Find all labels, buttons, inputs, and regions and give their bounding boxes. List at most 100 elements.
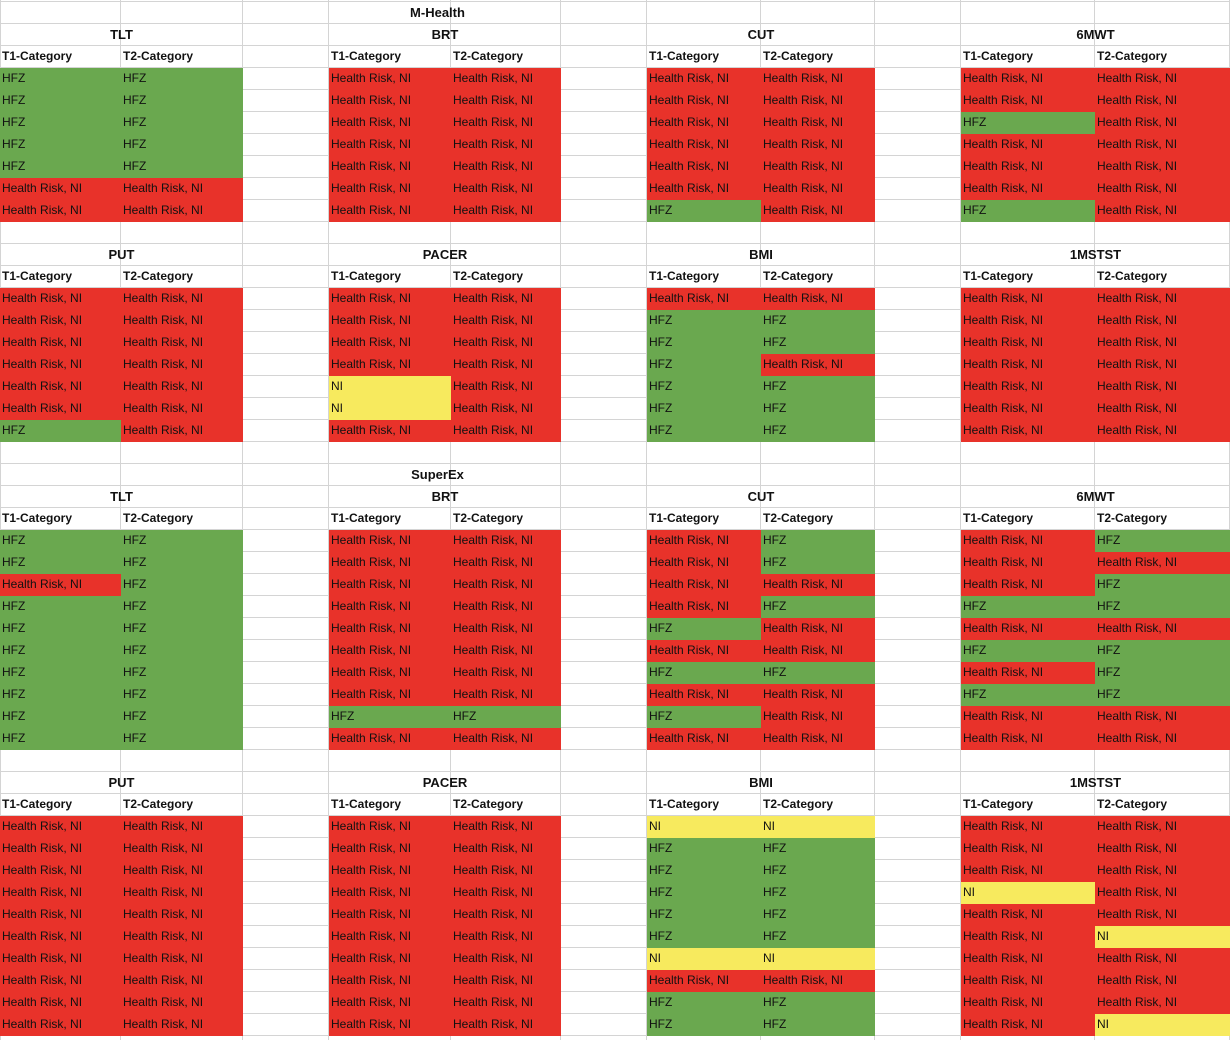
t1-category-cell[interactable]: HFZ — [647, 310, 761, 332]
t2-category-cell[interactable]: Health Risk, NI — [451, 112, 561, 134]
t1-category-cell[interactable]: Health Risk, NI — [961, 728, 1095, 750]
t1-category-cell[interactable]: Health Risk, NI — [0, 376, 121, 398]
t2-category-cell[interactable]: Health Risk, NI — [451, 332, 561, 354]
t1-category-header[interactable]: T1-Category — [329, 46, 451, 68]
t2-category-cell[interactable]: Health Risk, NI — [451, 420, 561, 442]
t1-category-cell[interactable]: Health Risk, NI — [329, 310, 451, 332]
t1-category-cell[interactable]: NI — [961, 882, 1095, 904]
t1-category-cell[interactable]: Health Risk, NI — [0, 574, 121, 596]
t2-category-cell[interactable]: Health Risk, NI — [121, 970, 243, 992]
t2-category-cell[interactable]: Health Risk, NI — [451, 310, 561, 332]
t2-category-cell[interactable]: Health Risk, NI — [1095, 68, 1230, 90]
t1-category-header[interactable]: T1-Category — [0, 794, 121, 816]
t1-category-cell[interactable]: Health Risk, NI — [961, 310, 1095, 332]
t2-category-cell[interactable]: HFZ — [761, 398, 875, 420]
t2-category-header[interactable]: T2-Category — [761, 794, 875, 816]
t1-category-cell[interactable]: Health Risk, NI — [329, 134, 451, 156]
t1-category-cell[interactable]: Health Risk, NI — [961, 90, 1095, 112]
t1-category-cell[interactable]: Health Risk, NI — [961, 376, 1095, 398]
t2-category-cell[interactable]: Health Risk, NI — [451, 552, 561, 574]
t1-category-cell[interactable]: Health Risk, NI — [0, 948, 121, 970]
t1-category-header[interactable]: T1-Category — [647, 508, 761, 530]
t2-category-cell[interactable]: HFZ — [121, 618, 243, 640]
t1-category-cell[interactable]: Health Risk, NI — [329, 860, 451, 882]
t1-category-cell[interactable]: Health Risk, NI — [329, 1014, 451, 1036]
t1-category-cell[interactable]: HFZ — [0, 156, 121, 178]
t2-category-cell[interactable]: Health Risk, NI — [1095, 112, 1230, 134]
t1-category-cell[interactable]: Health Risk, NI — [329, 728, 451, 750]
t1-category-cell[interactable]: HFZ — [961, 684, 1095, 706]
t1-category-cell[interactable]: HFZ — [0, 112, 121, 134]
t2-category-cell[interactable]: Health Risk, NI — [761, 200, 875, 222]
t1-category-cell[interactable]: HFZ — [647, 376, 761, 398]
t2-category-cell[interactable]: Health Risk, NI — [761, 574, 875, 596]
t2-category-cell[interactable]: NI — [1095, 1014, 1230, 1036]
t1-category-cell[interactable]: Health Risk, NI — [961, 134, 1095, 156]
t1-category-cell[interactable]: HFZ — [329, 706, 451, 728]
t2-category-header[interactable]: T2-Category — [1095, 794, 1230, 816]
t1-category-cell[interactable]: HFZ — [647, 706, 761, 728]
t2-category-cell[interactable]: Health Risk, NI — [761, 970, 875, 992]
t2-category-cell[interactable]: Health Risk, NI — [121, 288, 243, 310]
t1-category-cell[interactable]: Health Risk, NI — [961, 178, 1095, 200]
t1-category-cell[interactable]: Health Risk, NI — [647, 684, 761, 706]
t1-category-cell[interactable]: Health Risk, NI — [647, 90, 761, 112]
t2-category-cell[interactable]: Health Risk, NI — [451, 376, 561, 398]
t1-category-cell[interactable]: Health Risk, NI — [961, 816, 1095, 838]
t1-category-cell[interactable]: Health Risk, NI — [329, 992, 451, 1014]
t2-category-cell[interactable]: Health Risk, NI — [121, 838, 243, 860]
t1-category-cell[interactable]: HFZ — [961, 112, 1095, 134]
t1-category-cell[interactable]: Health Risk, NI — [0, 398, 121, 420]
t1-category-cell[interactable]: HFZ — [0, 618, 121, 640]
t1-category-cell[interactable]: Health Risk, NI — [0, 992, 121, 1014]
t1-category-cell[interactable]: Health Risk, NI — [961, 662, 1095, 684]
t2-category-cell[interactable]: Health Risk, NI — [451, 134, 561, 156]
t1-category-cell[interactable]: HFZ — [0, 90, 121, 112]
t1-category-cell[interactable]: Health Risk, NI — [961, 948, 1095, 970]
t2-category-header[interactable]: T2-Category — [761, 266, 875, 288]
t2-category-cell[interactable]: Health Risk, NI — [1095, 728, 1230, 750]
t1-category-cell[interactable]: Health Risk, NI — [329, 354, 451, 376]
t2-category-cell[interactable]: Health Risk, NI — [1095, 552, 1230, 574]
t2-category-cell[interactable]: Health Risk, NI — [451, 90, 561, 112]
t1-category-cell[interactable]: HFZ — [647, 860, 761, 882]
t2-category-cell[interactable]: HFZ — [761, 530, 875, 552]
t1-category-cell[interactable]: Health Risk, NI — [647, 156, 761, 178]
t1-category-cell[interactable]: Health Risk, NI — [329, 882, 451, 904]
t2-category-cell[interactable]: Health Risk, NI — [1095, 838, 1230, 860]
t1-category-cell[interactable]: NI — [647, 816, 761, 838]
t2-category-cell[interactable]: Health Risk, NI — [1095, 970, 1230, 992]
t1-category-cell[interactable]: HFZ — [647, 882, 761, 904]
t2-category-cell[interactable]: Health Risk, NI — [451, 68, 561, 90]
t1-category-cell[interactable]: Health Risk, NI — [0, 926, 121, 948]
t2-category-cell[interactable]: Health Risk, NI — [451, 596, 561, 618]
t2-category-cell[interactable]: Health Risk, NI — [121, 860, 243, 882]
t1-category-header[interactable]: T1-Category — [329, 794, 451, 816]
t2-category-cell[interactable]: Health Risk, NI — [761, 68, 875, 90]
t2-category-header[interactable]: T2-Category — [121, 266, 243, 288]
t2-category-cell[interactable]: Health Risk, NI — [1095, 288, 1230, 310]
t2-category-cell[interactable]: Health Risk, NI — [451, 288, 561, 310]
t2-category-cell[interactable]: Health Risk, NI — [451, 640, 561, 662]
t2-category-cell[interactable]: HFZ — [121, 156, 243, 178]
t2-category-cell[interactable]: NI — [761, 816, 875, 838]
t2-category-cell[interactable]: Health Risk, NI — [761, 684, 875, 706]
t1-category-cell[interactable]: Health Risk, NI — [647, 640, 761, 662]
t1-category-cell[interactable]: Health Risk, NI — [961, 992, 1095, 1014]
t1-category-cell[interactable]: Health Risk, NI — [961, 618, 1095, 640]
t2-category-cell[interactable]: Health Risk, NI — [121, 354, 243, 376]
t1-category-cell[interactable]: Health Risk, NI — [329, 156, 451, 178]
t1-category-cell[interactable]: Health Risk, NI — [0, 882, 121, 904]
t2-category-cell[interactable]: Health Risk, NI — [451, 728, 561, 750]
t2-category-cell[interactable]: Health Risk, NI — [121, 948, 243, 970]
t1-category-cell[interactable]: NI — [329, 376, 451, 398]
t1-category-cell[interactable]: Health Risk, NI — [329, 112, 451, 134]
t2-category-cell[interactable]: Health Risk, NI — [761, 156, 875, 178]
t1-category-cell[interactable]: Health Risk, NI — [961, 926, 1095, 948]
t1-category-cell[interactable]: Health Risk, NI — [329, 530, 451, 552]
t1-category-header[interactable]: T1-Category — [0, 266, 121, 288]
t1-category-cell[interactable]: Health Risk, NI — [0, 816, 121, 838]
t1-category-cell[interactable]: Health Risk, NI — [961, 1014, 1095, 1036]
t1-category-header[interactable]: T1-Category — [961, 266, 1095, 288]
t2-category-cell[interactable]: Health Risk, NI — [451, 948, 561, 970]
